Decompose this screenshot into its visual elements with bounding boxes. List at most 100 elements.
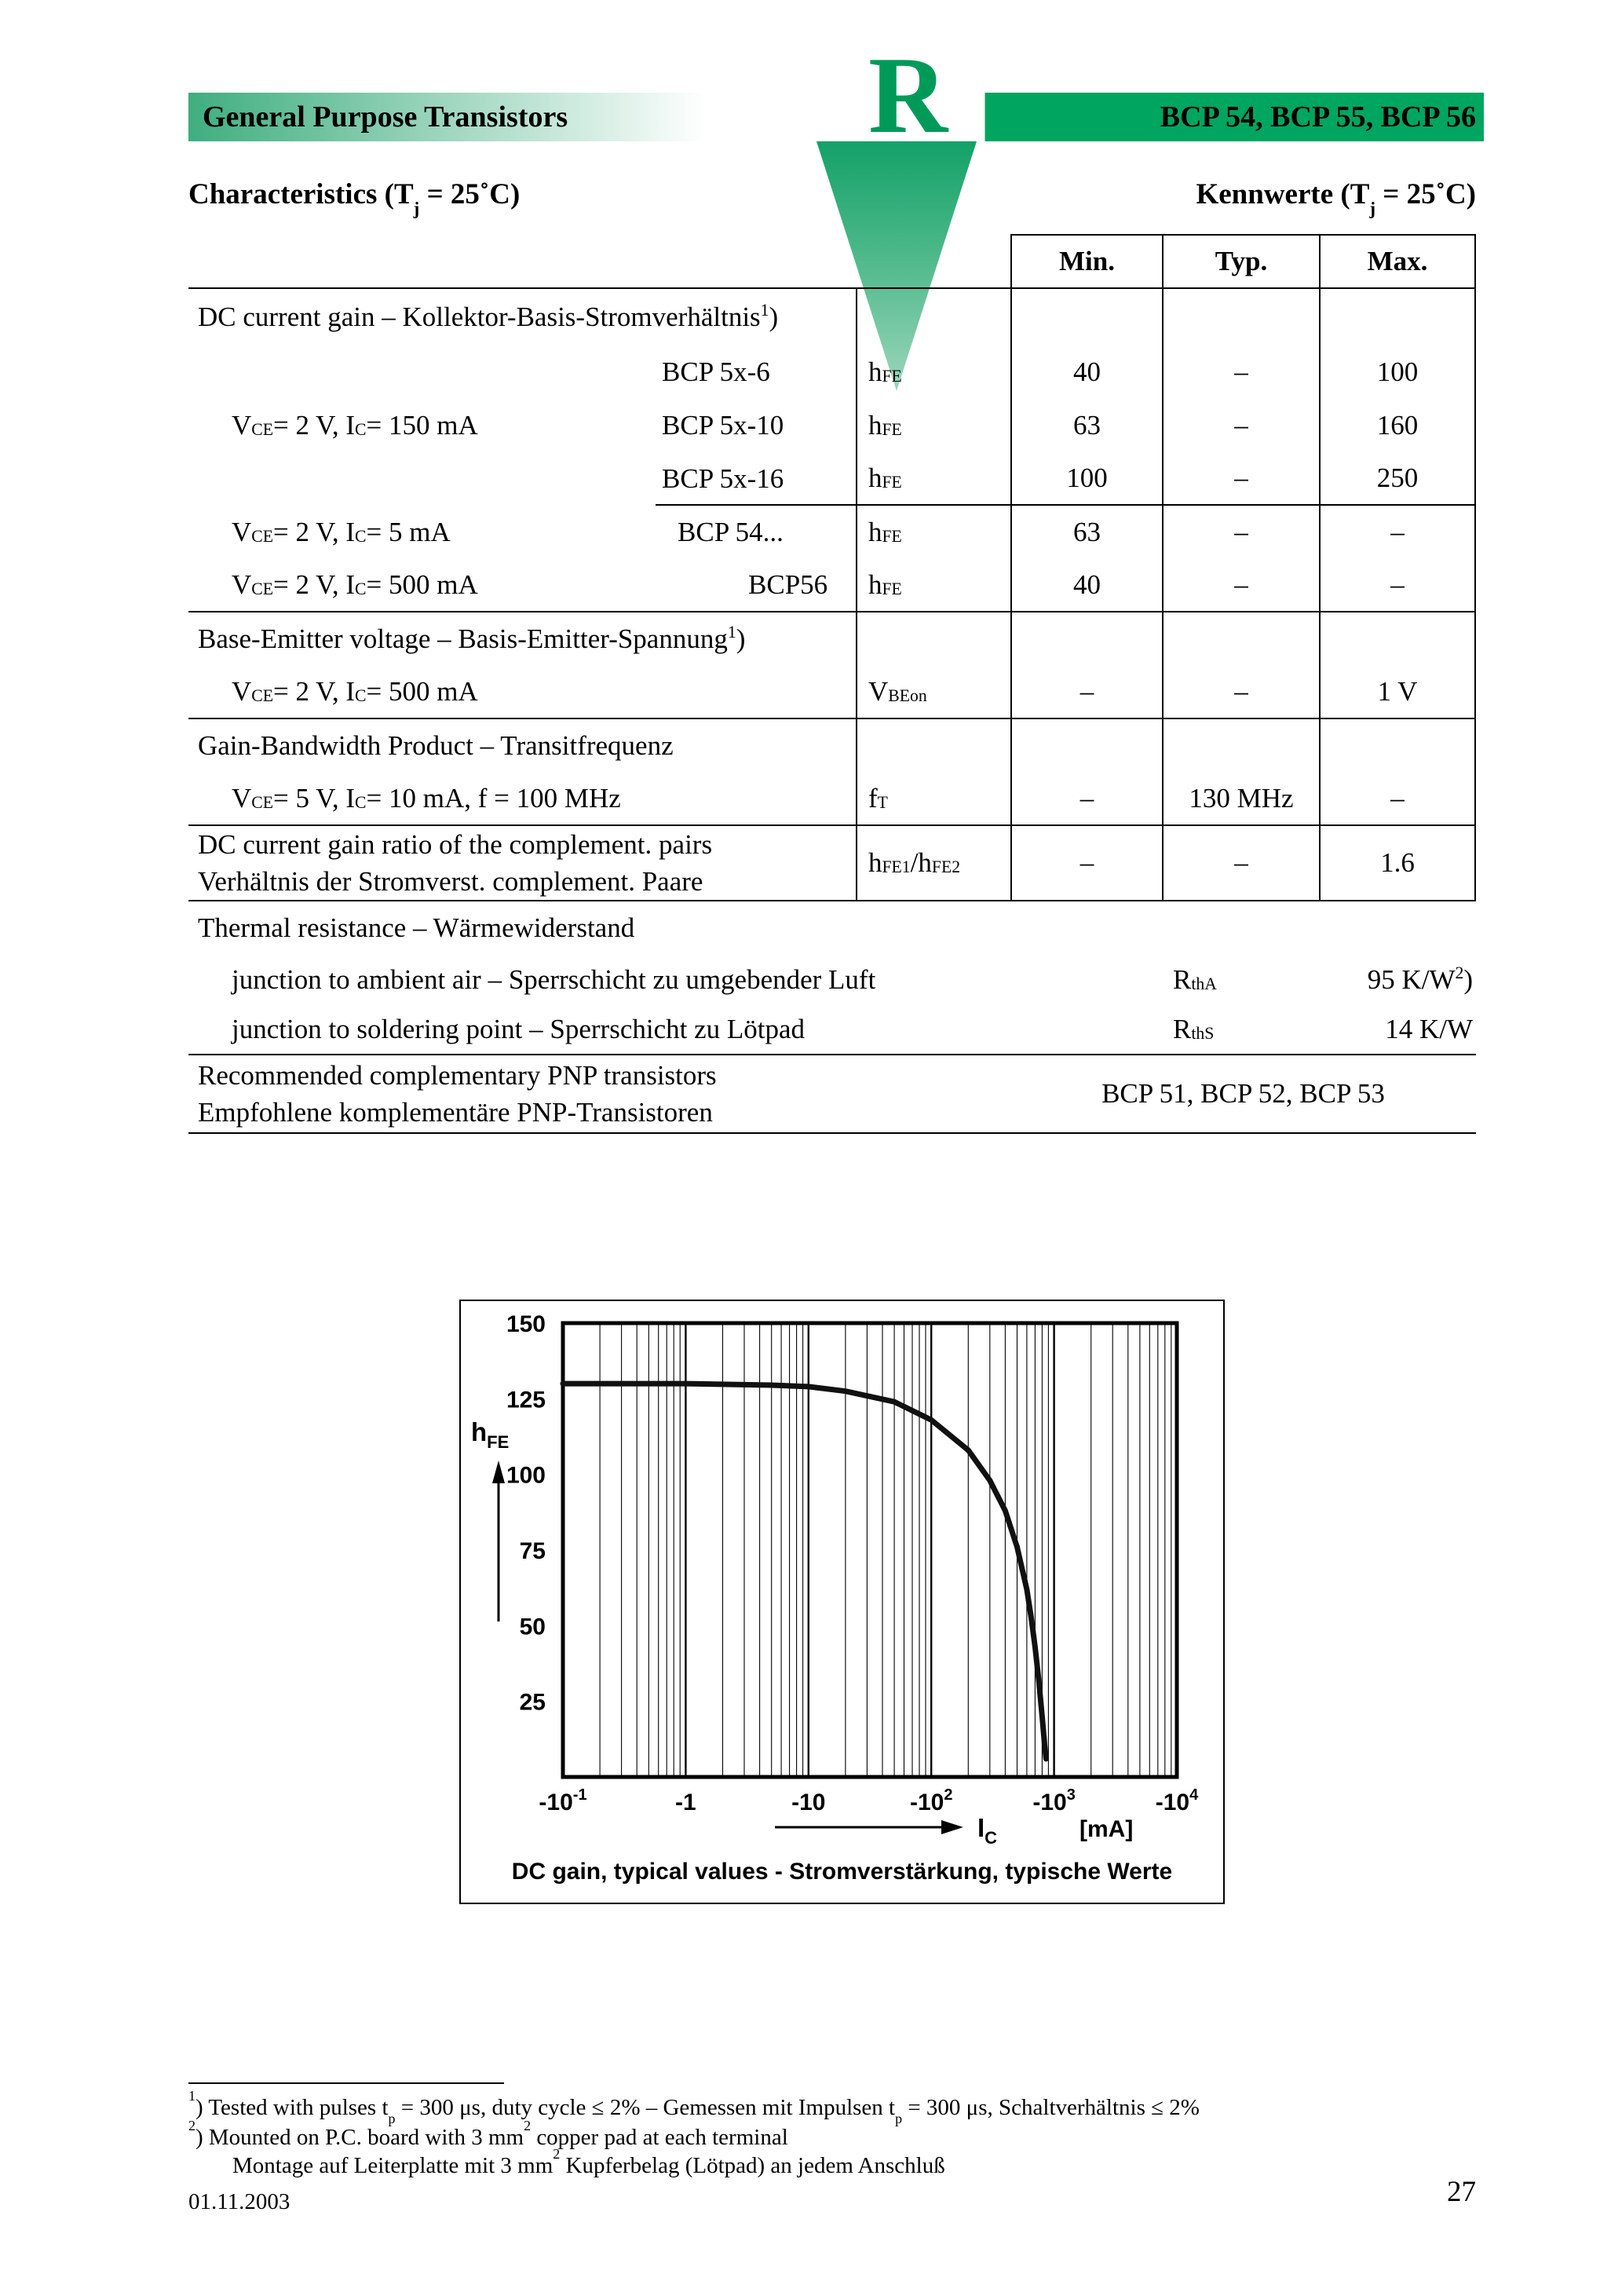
kennwerte-heading: Kennwerte (Tj = 25˚C) (1196, 178, 1476, 218)
footnote-rule (188, 2082, 504, 2084)
characteristics-heading: Characteristics (Tj = 25˚C) (188, 178, 521, 218)
gain-type-bcp56: BCP56 (748, 569, 828, 600)
header-spacer-symbol (856, 234, 1010, 289)
spacer-cell (1010, 612, 1162, 666)
spacer-cell (1010, 719, 1162, 773)
svg-text:hFE: hFE (471, 1417, 509, 1452)
section-title-vbe: Base-Emitter voltage – Basis-Emitter-Spa… (198, 622, 746, 654)
header-part-numbers: BCP 54, BCP 55, BCP 56 (1160, 101, 1476, 133)
header-band: General Purpose Transistors BCP 54, BCP … (188, 93, 1484, 141)
divider-bcp5x-group (656, 504, 856, 506)
value-typ: – (1162, 826, 1319, 901)
value-typ: – (1162, 345, 1319, 399)
svg-text:[mA]: [mA] (1080, 1816, 1133, 1842)
value-max: 250 (1319, 452, 1476, 506)
spacer-cell (1319, 719, 1476, 773)
spacer-cell (1319, 901, 1476, 955)
footnote-2-cont: Montage auf Leiterplatte mit 3 mm2 Kupfe… (232, 2145, 945, 2178)
spacer-cell (1319, 289, 1476, 345)
value-min: 40 (1010, 345, 1162, 399)
svg-text:IC: IC (977, 1813, 997, 1848)
value-typ: 130 MHz (1162, 773, 1319, 826)
spacer-cell (1162, 901, 1319, 955)
document-date: 01.11.2003 (188, 2189, 290, 2214)
svg-text:75: 75 (520, 1538, 546, 1564)
value-min: 100 (1010, 452, 1162, 506)
thermal-value-ambient: 95 K/W 2) (1367, 963, 1473, 995)
spacer-cell (1162, 289, 1319, 345)
symbol-hfe: h FE (856, 452, 1010, 506)
svg-text:50: 50 (520, 1614, 546, 1640)
gain-type-bcp5x-10: BCP 5x-10 (662, 409, 784, 441)
pnp-part-numbers: BCP 51, BCP 52, BCP 53 (1010, 1055, 1476, 1134)
footnote-2: 2) Mounted on P.C. board with 3 mm2 copp… (188, 2117, 788, 2150)
svg-text:-10: -10 (791, 1790, 825, 1815)
section-title-dc-gain: DC current gain – Kollektor-Basis-Stromv… (198, 300, 779, 332)
svg-text:100: 100 (506, 1463, 546, 1489)
hfe-vs-ic-chart: 25 50 75 100 125 150 -10-1 -1 -10 -102 -103 -104 hFE… (459, 1300, 1225, 1904)
page-number: 27 (1447, 2176, 1476, 2208)
spacer-cell (1319, 612, 1476, 666)
value-min: 63 (1010, 506, 1162, 559)
brand-logo-r: R (868, 35, 948, 156)
spacer-cell (1010, 289, 1162, 345)
thermal-value-soldering: 14 K/W (1319, 1005, 1476, 1055)
value-min: – (1010, 773, 1162, 826)
header-spacer-desc (188, 234, 856, 289)
symbol-vbeon: V BEon (856, 666, 1010, 719)
spacer-cell (1162, 719, 1319, 773)
value-min: – (1010, 666, 1162, 719)
pnp-line-en: Recommended complementary PNP transistor… (198, 1059, 717, 1091)
gain-type-bcp5x-6: BCP 5x-6 (662, 356, 770, 387)
spacer-cell (856, 289, 1010, 345)
svg-text:-103: -103 (1032, 1786, 1075, 1815)
ratio-line-de: Verhältnis der Stromverst. complement. P… (198, 866, 703, 897)
spacer-cell (1162, 612, 1319, 666)
gain-type-bcp54: BCP 54... (678, 516, 784, 547)
value-max: 160 (1319, 399, 1476, 452)
footnote-1: 1) Tested with pulses tp = 300 μs, duty … (188, 2087, 1200, 2127)
value-max: – (1319, 773, 1476, 826)
spacer-cell (856, 719, 1010, 773)
value-min: – (1010, 826, 1162, 901)
ratio-line-en: DC current gain ratio of the complement.… (198, 828, 713, 860)
col-header-min: Min. (1010, 234, 1162, 289)
ratio-description: DC current gain ratio of the complement.… (188, 826, 856, 901)
symbol-hfe: h FE (856, 559, 1010, 612)
gain-type-bcp5x-16: BCP 5x-16 (662, 462, 784, 494)
symbol-hfe1-hfe2: h FE1/h FE2 (856, 826, 1010, 901)
value-max: – (1319, 559, 1476, 612)
col-header-max: Max. (1319, 234, 1476, 289)
value-typ: – (1162, 452, 1319, 506)
value-typ: – (1162, 559, 1319, 612)
symbol-hfe: h FE (856, 345, 1010, 399)
symbol-hfe: h FE (856, 506, 1010, 559)
header-category-title: General Purpose Transistors (203, 101, 568, 133)
svg-text:-10-1: -10-1 (539, 1786, 586, 1815)
svg-text:150: 150 (506, 1311, 546, 1337)
value-min: 63 (1010, 399, 1162, 452)
svg-text:-104: -104 (1156, 1786, 1199, 1815)
section-title-thermal: Thermal resistance – Wärmewiderstand (198, 912, 635, 943)
value-max: – (1319, 506, 1476, 559)
gain-row-desc: BCP 5x-6 (188, 345, 856, 399)
svg-text:25: 25 (520, 1690, 546, 1716)
svg-text:-102: -102 (910, 1786, 952, 1815)
svg-text:-1: -1 (675, 1790, 696, 1815)
value-typ: – (1162, 399, 1319, 452)
svg-text:125: 125 (506, 1387, 546, 1413)
thermal-label-ambient: junction to ambient air – Sperrschicht z… (232, 963, 876, 995)
value-typ: – (1162, 666, 1319, 719)
value-max: 1.6 (1319, 826, 1476, 901)
pnp-description: Recommended complementary PNP transistor… (188, 1055, 1010, 1134)
